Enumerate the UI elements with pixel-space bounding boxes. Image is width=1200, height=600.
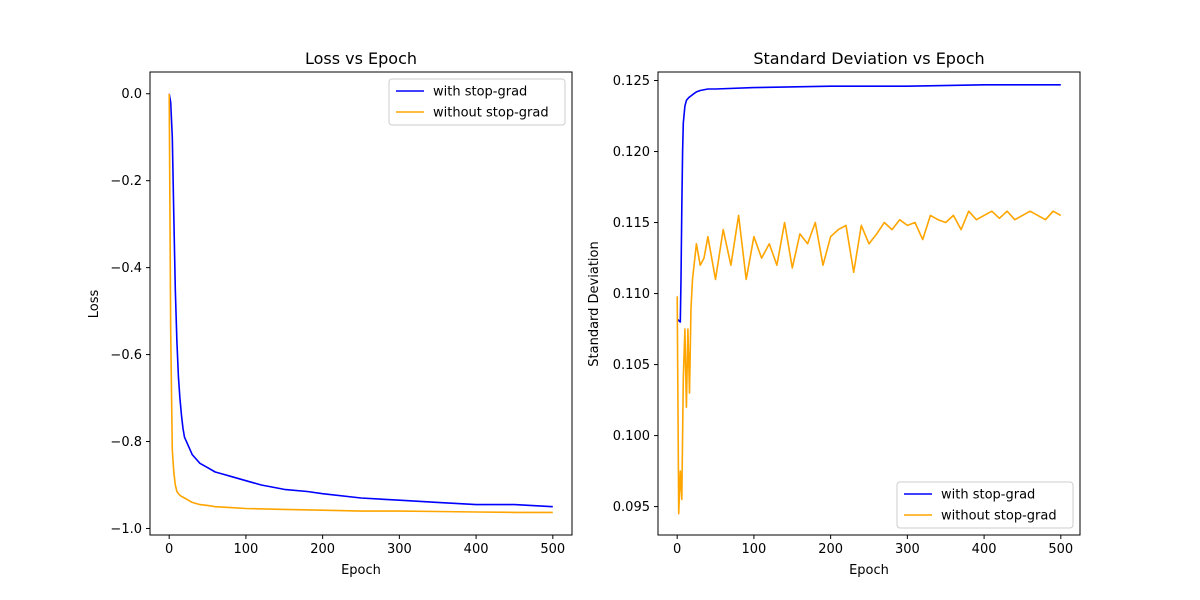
legend: with stop-grad without stop-grad [388,78,566,126]
x-tick-label: 200 [310,542,335,557]
y-axis-label: Standard Deviation [587,241,602,366]
stddev-chart-panel: Standard Deviation vs Epoch Epoch Standa… [587,49,1081,578]
chart-title: Standard Deviation vs Epoch [753,49,984,68]
x-axis-label: Epoch [341,563,381,578]
legend-label: without stop-grad [433,106,549,121]
legend: with stop-grad without stop-grad [896,481,1074,529]
y-tick-label: −0.6 [110,348,142,363]
plot-area [168,93,553,514]
y-tick-label: −0.8 [110,435,142,450]
y-tick-label: 0.0 [121,87,142,102]
x-tick-label: 400 [972,542,997,557]
series-line-without-stop-grad [168,93,553,514]
y-tick-label: 0.100 [613,429,650,444]
plot-frame [657,71,1081,536]
series-line-with-stop-grad [168,93,553,508]
legend-label: with stop-grad [433,85,527,100]
x-tick-label: 500 [1048,542,1073,557]
y-tick-label: −0.2 [110,174,142,189]
x-tick-label: 0 [165,542,173,557]
series-line-with-stop-grad [676,84,1061,323]
x-tick-label: 0 [673,542,681,557]
y-tick-label: 0.110 [613,287,650,302]
y-tick-label: −1.0 [110,522,142,537]
x-tick-label: 300 [387,542,412,557]
y-tick-label: 0.105 [613,358,650,373]
x-tick-label: 300 [895,542,920,557]
legend-box [388,78,566,126]
x-tick-label: 200 [818,542,843,557]
x-tick-label: 100 [741,542,766,557]
y-axis-label: Loss [87,290,102,319]
y-tick-label: 0.125 [613,74,650,89]
plot-frame [149,71,573,536]
y-tick-label: −0.4 [110,261,142,276]
x-tick-label: 400 [464,542,489,557]
x-axis-label: Epoch [849,563,889,578]
chart-title: Loss vs Epoch [305,49,417,68]
axis-ticks: 0 100 200 300 400 500 0.0 −0.2 −0.4 −0.6 −0.8 −1.0 [110,87,565,557]
plot-area [676,84,1062,515]
y-tick-label: 0.115 [613,216,650,231]
y-tick-label: 0.120 [613,145,650,160]
legend-box [896,481,1074,529]
legend-label: with stop-grad [941,488,1035,503]
y-tick-label: 0.095 [613,500,650,515]
loss-chart-panel: Loss vs Epoch Epoch Loss 0 100 200 300 400 50… [87,49,573,578]
series-line-without-stop-grad [676,210,1062,515]
x-tick-label: 100 [233,542,258,557]
x-tick-label: 500 [540,542,565,557]
legend-label: without stop-grad [941,509,1057,524]
axis-ticks: 0 100 200 300 400 500 0.095 0.100 0.105 0.110 0.11… [613,74,1073,557]
